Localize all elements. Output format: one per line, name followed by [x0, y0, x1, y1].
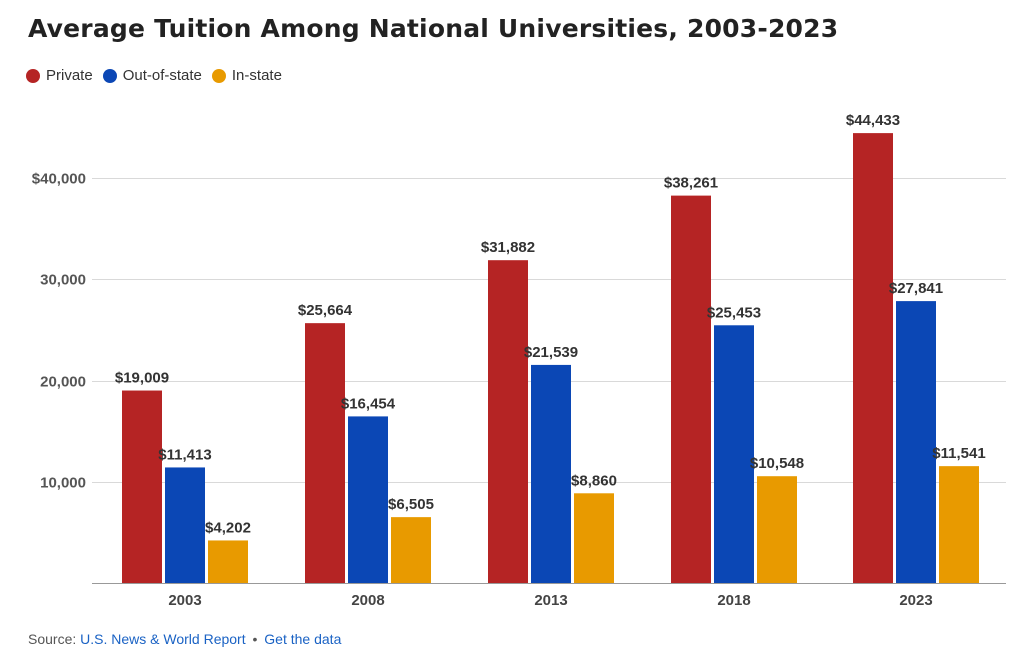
bar — [714, 325, 754, 583]
bar — [896, 301, 936, 583]
data-label: $38,261 — [664, 175, 718, 192]
footer: Source: U.S. News & World Report • Get t… — [28, 631, 341, 647]
bar — [757, 476, 797, 583]
x-tick-label: 2008 — [351, 592, 384, 609]
get-the-data-link[interactable]: Get the data — [264, 631, 342, 647]
legend-swatch-private — [26, 68, 40, 83]
footer-separator: • — [252, 631, 258, 647]
bar — [391, 517, 431, 583]
bar — [305, 323, 345, 583]
bar — [531, 364, 571, 583]
data-label: $19,009 — [115, 370, 169, 387]
bar — [488, 260, 528, 583]
x-tick-label: 2003 — [168, 592, 201, 609]
legend: Private Out-of-state In-state — [26, 67, 292, 84]
data-label: $6,505 — [388, 496, 434, 513]
data-label: $27,841 — [889, 280, 943, 297]
y-tick-label: 10,000 — [40, 475, 86, 492]
bar — [939, 466, 979, 583]
chart-title: Average Tuition Among National Universit… — [28, 14, 839, 43]
legend-label-out-of-state: Out-of-state — [122, 67, 202, 84]
data-label: $4,202 — [205, 519, 251, 536]
y-tick-label: 20,000 — [40, 374, 86, 391]
bar — [165, 467, 205, 583]
data-label: $31,882 — [481, 239, 535, 256]
legend-label-in-state: In-state — [231, 67, 282, 84]
y-tick-label: 30,000 — [40, 272, 86, 289]
data-label: $44,433 — [846, 112, 900, 129]
bar — [348, 416, 388, 583]
data-label: $11,413 — [158, 446, 211, 463]
data-label: $21,539 — [524, 344, 578, 361]
source-link[interactable]: U.S. News & World Report — [80, 631, 246, 647]
bar — [122, 390, 162, 583]
y-tick-label: $40,000 — [32, 171, 86, 188]
legend-label-private: Private — [46, 67, 93, 84]
bar — [574, 493, 614, 583]
data-label: $25,453 — [707, 304, 761, 321]
legend-item-out-of-state[interactable]: Out-of-state — [102, 67, 202, 84]
bar — [853, 133, 893, 583]
legend-swatch-in-state — [211, 68, 226, 83]
source-prefix: Source: — [28, 631, 77, 647]
x-tick-label: 2013 — [534, 592, 567, 609]
data-label: $25,664 — [298, 302, 353, 319]
x-tick-label: 2023 — [899, 592, 932, 609]
bar — [671, 195, 711, 584]
data-label: $16,454 — [341, 395, 396, 412]
data-label: $8,860 — [571, 472, 617, 489]
bar-chart: 10,000 20,000 30,000 $40,000 $19,009 $25,664 $… — [32, 112, 1006, 609]
data-label: $11,541 — [932, 445, 985, 462]
legend-item-private[interactable]: Private — [26, 67, 93, 84]
legend-item-in-state[interactable]: In-state — [211, 67, 282, 84]
bar — [208, 540, 248, 583]
x-tick-label: 2018 — [717, 592, 750, 609]
data-label: $10,548 — [750, 455, 804, 472]
legend-swatch-out-of-state — [102, 68, 117, 83]
